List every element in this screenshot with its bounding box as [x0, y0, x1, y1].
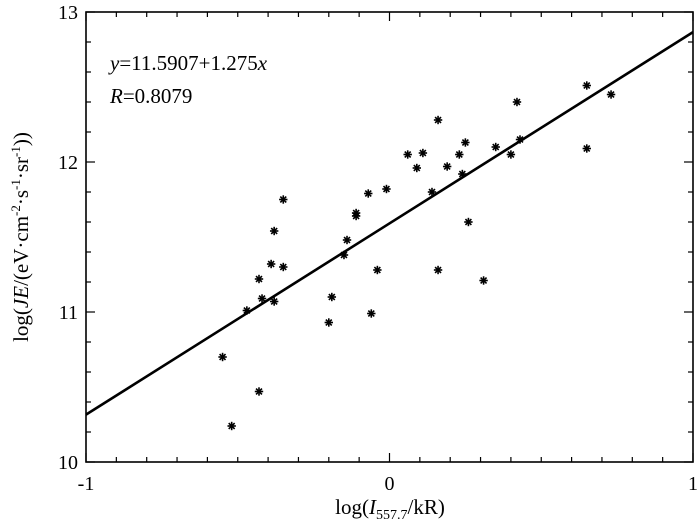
- data-point: [342, 235, 352, 245]
- data-point: [464, 217, 473, 227]
- data-point: [606, 90, 616, 99]
- data-point: [461, 138, 470, 147]
- data-point: [339, 250, 349, 260]
- fit-line-group: [85, 31, 694, 416]
- data-point: [582, 81, 591, 90]
- data-point: [324, 318, 333, 327]
- data-point: [412, 163, 422, 173]
- data-point: [418, 148, 428, 158]
- data-point: [382, 184, 391, 194]
- data-point: [242, 306, 252, 315]
- data-point: [491, 142, 500, 152]
- data-point: [403, 150, 412, 159]
- y-tick-label: 11: [59, 302, 78, 324]
- data-point: [512, 97, 522, 107]
- data-point: [218, 352, 227, 362]
- fit-line: [85, 31, 694, 416]
- data-point: [506, 150, 516, 159]
- data-point: [479, 276, 488, 285]
- data-point: [257, 294, 267, 303]
- data-point: [266, 259, 276, 269]
- data-point: [254, 274, 264, 284]
- equation-annotation: y=11.5907+1.275x: [108, 51, 268, 75]
- data-point: [433, 115, 443, 125]
- x-tick-label: 0: [385, 473, 395, 495]
- y-tick-label: 13: [58, 2, 78, 24]
- data-point: [269, 297, 279, 306]
- plot-frame: [85, 11, 694, 463]
- x-axis-label: log(I557.7/kR): [335, 495, 445, 523]
- data-point: [373, 265, 382, 275]
- data-point: [269, 226, 279, 236]
- data-point: [458, 169, 467, 179]
- data-point: [442, 162, 452, 171]
- y-axis-label: log(JE/(eV·cm-2·s-1·sr-1)): [8, 132, 33, 342]
- x-tick-label: 1: [688, 473, 698, 495]
- data-point: [254, 387, 264, 396]
- r-annotation: R=0.8079: [109, 84, 192, 108]
- data-point: [279, 195, 288, 204]
- data-points: [218, 81, 616, 431]
- axis-ticks: [85, 11, 694, 463]
- x-tick-label: -1: [78, 473, 95, 495]
- data-point: [433, 265, 443, 275]
- y-tick-label: 10: [58, 452, 78, 474]
- data-point: [582, 144, 591, 153]
- data-point: [367, 309, 376, 318]
- data-point: [351, 211, 361, 221]
- data-point: [227, 421, 236, 431]
- y-tick-label: 12: [58, 152, 78, 174]
- data-point: [279, 262, 288, 272]
- data-point: [427, 187, 437, 197]
- data-point: [364, 189, 373, 198]
- data-point: [515, 135, 525, 144]
- plot-area: [85, 11, 694, 463]
- tick-labels: -1 0 1 10 11 12 13: [58, 2, 698, 495]
- data-point: [327, 292, 337, 302]
- data-point: [455, 150, 464, 159]
